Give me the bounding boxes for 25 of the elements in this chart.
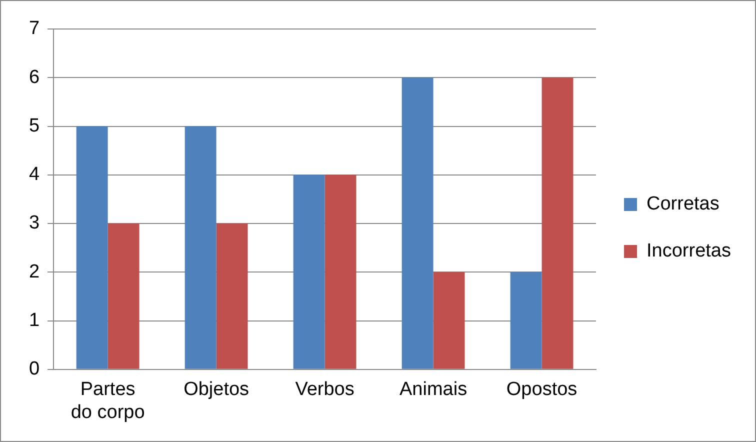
y-tick-label: 7 <box>28 18 40 40</box>
bar <box>510 272 542 369</box>
x-tick-label: Animais <box>399 379 468 400</box>
bar <box>108 224 140 369</box>
x-tick-label: Verbos <box>295 379 354 400</box>
bar <box>293 174 325 369</box>
y-tick-label: 2 <box>28 261 40 282</box>
bar <box>76 126 108 369</box>
y-tick-label: 6 <box>28 66 40 88</box>
y-tick-label: 1 <box>28 310 40 332</box>
bar <box>402 78 434 369</box>
legend-label: Corretas <box>646 194 720 215</box>
bar <box>324 174 356 369</box>
x-tick-label: Objetos <box>184 379 250 400</box>
y-tick-label: 5 <box>28 115 40 136</box>
y-tick-label: 4 <box>28 164 40 186</box>
bar <box>542 78 574 369</box>
bar <box>433 272 465 369</box>
legend-label: Incorretas <box>646 240 732 262</box>
y-tick-label: 3 <box>28 212 40 234</box>
x-tick-label: Partes do corpo <box>70 379 145 423</box>
bar <box>184 126 216 369</box>
x-tick-label: Opostos <box>506 379 578 400</box>
bar <box>216 224 248 369</box>
y-tick-label: 0 <box>28 358 40 380</box>
